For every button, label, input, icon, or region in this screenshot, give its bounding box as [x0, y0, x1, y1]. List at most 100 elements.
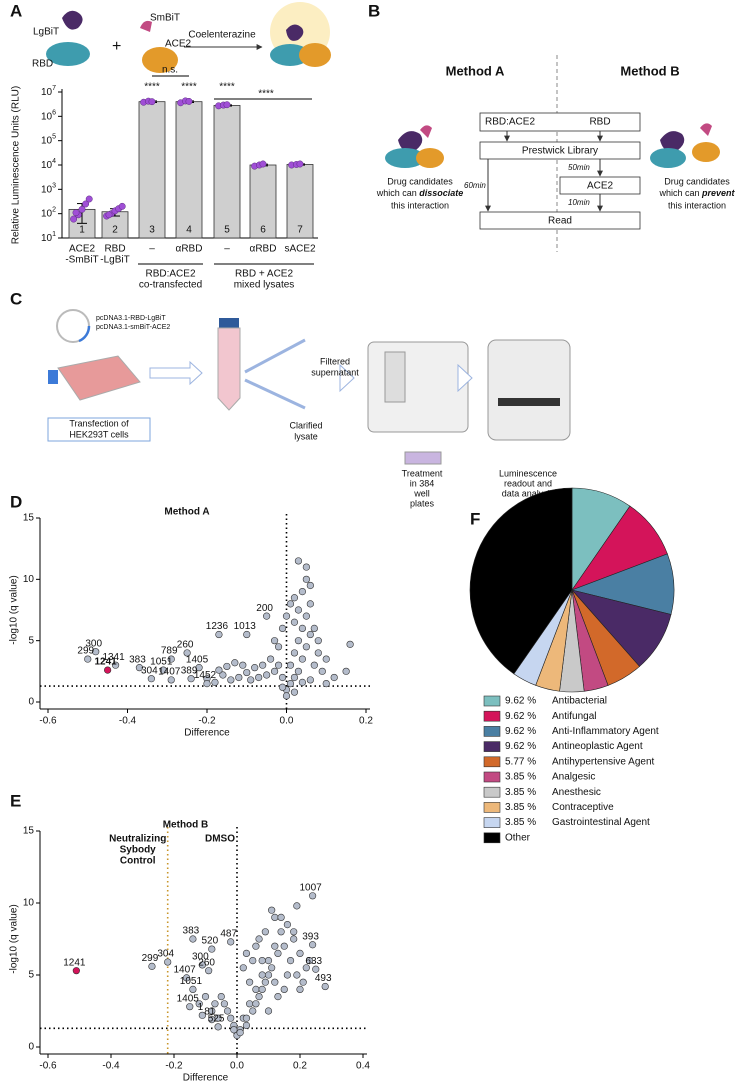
tick-exponent: 2 — [52, 207, 56, 214]
step-label: Treatment — [402, 468, 443, 478]
tick-exponent: 1 — [52, 231, 56, 238]
zero-label: DMSO — [205, 834, 235, 845]
point — [92, 648, 100, 656]
x-tick-label: -SmBiT — [65, 255, 98, 266]
point — [280, 942, 288, 950]
tick-exponent: 7 — [52, 85, 56, 92]
point — [302, 964, 310, 972]
point — [298, 655, 307, 663]
point-label: 1452 — [194, 670, 217, 681]
point-label: 304 — [141, 665, 158, 676]
point — [239, 661, 247, 669]
replicate-point — [223, 101, 231, 109]
replicate-point — [72, 209, 80, 217]
legend-label: Contraceptive — [552, 802, 614, 813]
flowchart-b — [385, 55, 720, 252]
x-tick-label: αRBD — [176, 244, 203, 255]
point — [309, 892, 317, 900]
point — [205, 967, 213, 975]
point — [264, 971, 273, 979]
x-tick-label: RBD — [104, 244, 125, 255]
point-label: 1051 — [150, 657, 173, 668]
note: Drug candidates — [387, 176, 453, 186]
point — [235, 673, 243, 682]
legend-label: Analgesic — [552, 772, 595, 783]
point — [290, 935, 298, 943]
point — [198, 961, 206, 969]
step-label: Clarified — [289, 420, 322, 430]
point — [294, 606, 303, 614]
point — [302, 575, 310, 583]
point-label: 1051 — [180, 976, 203, 987]
significance: **** — [258, 89, 274, 100]
point — [203, 679, 211, 688]
point — [223, 662, 231, 671]
y-tick-label: 106 — [41, 109, 56, 122]
point — [342, 667, 350, 675]
point — [183, 974, 191, 982]
point — [215, 666, 223, 674]
point — [208, 1016, 216, 1024]
point-label: 1241 — [95, 657, 118, 668]
point — [211, 1000, 219, 1008]
point-label: 1241 — [63, 957, 86, 968]
y-tick-label: 5 — [28, 635, 34, 646]
legend-value: 3.85 % — [505, 802, 536, 813]
point — [264, 1007, 273, 1015]
x-tick-label: 0.2 — [293, 1061, 307, 1072]
step-label: Filtered — [320, 356, 350, 366]
panel-label: B — [368, 1, 380, 20]
point — [306, 581, 314, 590]
y-tick-label: 0 — [28, 1042, 34, 1053]
point — [215, 630, 223, 639]
legend-swatch — [483, 756, 501, 768]
tick-exponent: 4 — [52, 158, 56, 165]
x-tick-label: ACE2 — [69, 244, 96, 255]
group-label: RBD + ACE2 — [235, 269, 294, 280]
point — [249, 1007, 257, 1015]
bar-number: 7 — [297, 225, 303, 236]
point — [211, 678, 219, 686]
note-emphasis: prevent — [701, 188, 736, 198]
control-label: Neutralizing — [109, 834, 166, 845]
point — [274, 949, 282, 958]
point — [195, 664, 203, 672]
point — [243, 668, 251, 677]
plasmid-label: pcDNA3.1-smBiT-ACE2 — [96, 324, 170, 331]
point — [277, 913, 285, 922]
bar — [175, 101, 203, 239]
point — [195, 1000, 203, 1008]
point — [267, 655, 275, 663]
panel-label: D — [10, 492, 22, 511]
legend-value: 3.85 % — [505, 787, 536, 798]
point — [252, 1000, 260, 1008]
point — [306, 600, 314, 608]
tick-base: 10 — [41, 87, 53, 98]
x-tick-label: 0.0 — [230, 1061, 244, 1072]
group-label: co-transfected — [139, 280, 202, 291]
point — [201, 992, 210, 1001]
point — [135, 664, 144, 672]
point — [286, 956, 295, 965]
point — [310, 624, 318, 633]
point-label: 383 — [183, 926, 200, 937]
point-label: 1407 — [158, 667, 181, 678]
step-label: Luminescence — [499, 468, 557, 478]
significance: **** — [144, 82, 160, 93]
point-label: 1 — [198, 1002, 204, 1013]
y-tick-label: 107 — [41, 85, 56, 98]
x-tick-label: -0.6 — [39, 716, 57, 727]
step-label: lysate — [294, 431, 318, 441]
y-tick-label: 103 — [41, 182, 56, 195]
tick-exponent: 3 — [52, 182, 56, 189]
point — [312, 965, 320, 973]
x-tick-label: -0.2 — [198, 716, 216, 727]
point — [302, 643, 310, 651]
point — [282, 692, 291, 700]
significance: n.s. — [162, 65, 178, 76]
point — [283, 971, 292, 979]
point-label: 520 — [201, 936, 218, 947]
point — [111, 661, 120, 669]
point — [242, 949, 251, 958]
point-label: 487 — [220, 929, 237, 940]
